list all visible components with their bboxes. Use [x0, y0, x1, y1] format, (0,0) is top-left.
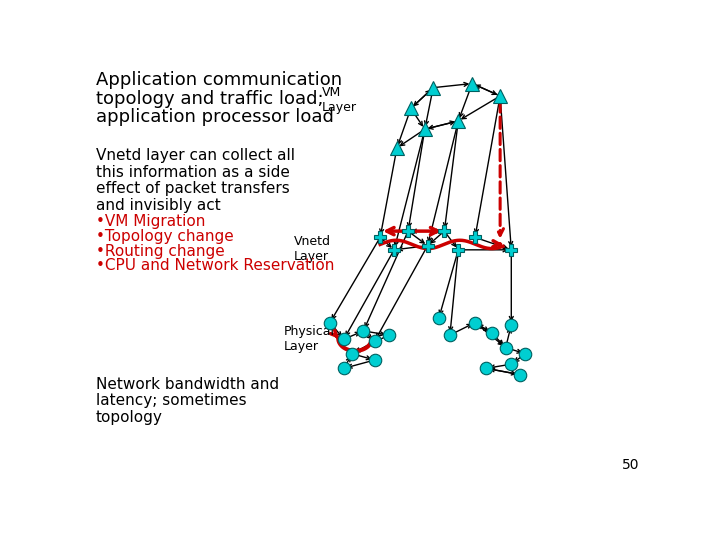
- Text: Vnetd layer can collect all: Vnetd layer can collect all: [96, 148, 294, 163]
- Text: and invisibly act: and invisibly act: [96, 198, 220, 213]
- Text: •Topology change: •Topology change: [96, 229, 233, 244]
- Text: this information as a side: this information as a side: [96, 165, 289, 180]
- Text: topology and traffic load;: topology and traffic load;: [96, 90, 323, 108]
- Text: application processor load: application processor load: [96, 109, 333, 126]
- Text: 50: 50: [622, 458, 639, 472]
- Text: •CPU and Network Reservation: •CPU and Network Reservation: [96, 258, 334, 273]
- Text: Vnetd
Layer: Vnetd Layer: [294, 235, 330, 264]
- Text: •Routing change: •Routing change: [96, 244, 225, 259]
- Text: Network bandwidth and: Network bandwidth and: [96, 377, 279, 392]
- Text: Physical
Layer: Physical Layer: [284, 325, 336, 353]
- Text: •VM Migration: •VM Migration: [96, 214, 205, 230]
- Text: effect of packet transfers: effect of packet transfers: [96, 181, 289, 196]
- Text: topology: topology: [96, 410, 163, 425]
- Text: VM
Layer: VM Layer: [322, 85, 356, 113]
- Text: latency; sometimes: latency; sometimes: [96, 393, 246, 408]
- Text: Application communication: Application communication: [96, 71, 342, 89]
